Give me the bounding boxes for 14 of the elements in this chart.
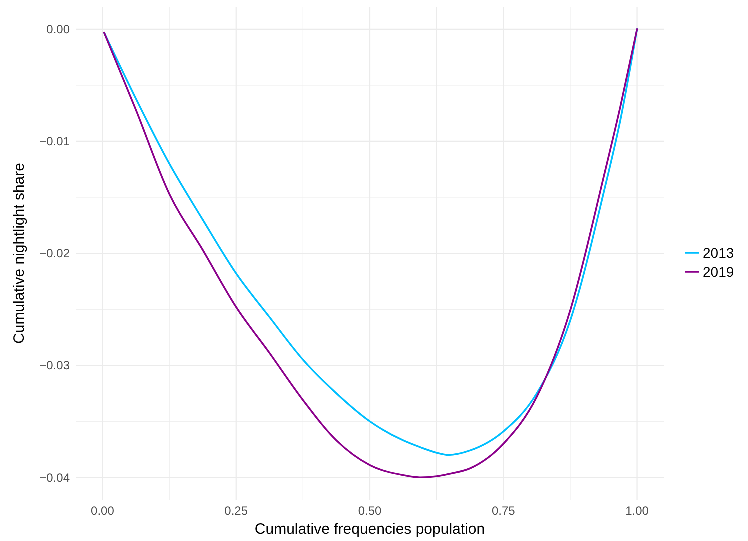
x-tick-label: 1.00 [626, 504, 650, 518]
legend-label: 2013 [703, 244, 734, 261]
x-axis-title: Cumulative frequencies population [254, 521, 486, 538]
y-tick-label: −0.03 [40, 358, 70, 373]
x-tick-label: 0.75 [492, 504, 516, 518]
y-tick-label: 0.00 [46, 22, 70, 37]
y-tick-label: −0.02 [40, 246, 70, 261]
y-tick-label: −0.01 [40, 134, 70, 149]
legend-label: 2019 [703, 264, 734, 280]
x-tick-label: 0.50 [358, 504, 382, 518]
y-tick-label: −0.04 [40, 470, 70, 485]
x-tick-label: 0.00 [91, 504, 115, 518]
y-axis-title: Cumulative nightlight share [11, 163, 28, 344]
x-tick-label: 0.25 [224, 504, 248, 518]
